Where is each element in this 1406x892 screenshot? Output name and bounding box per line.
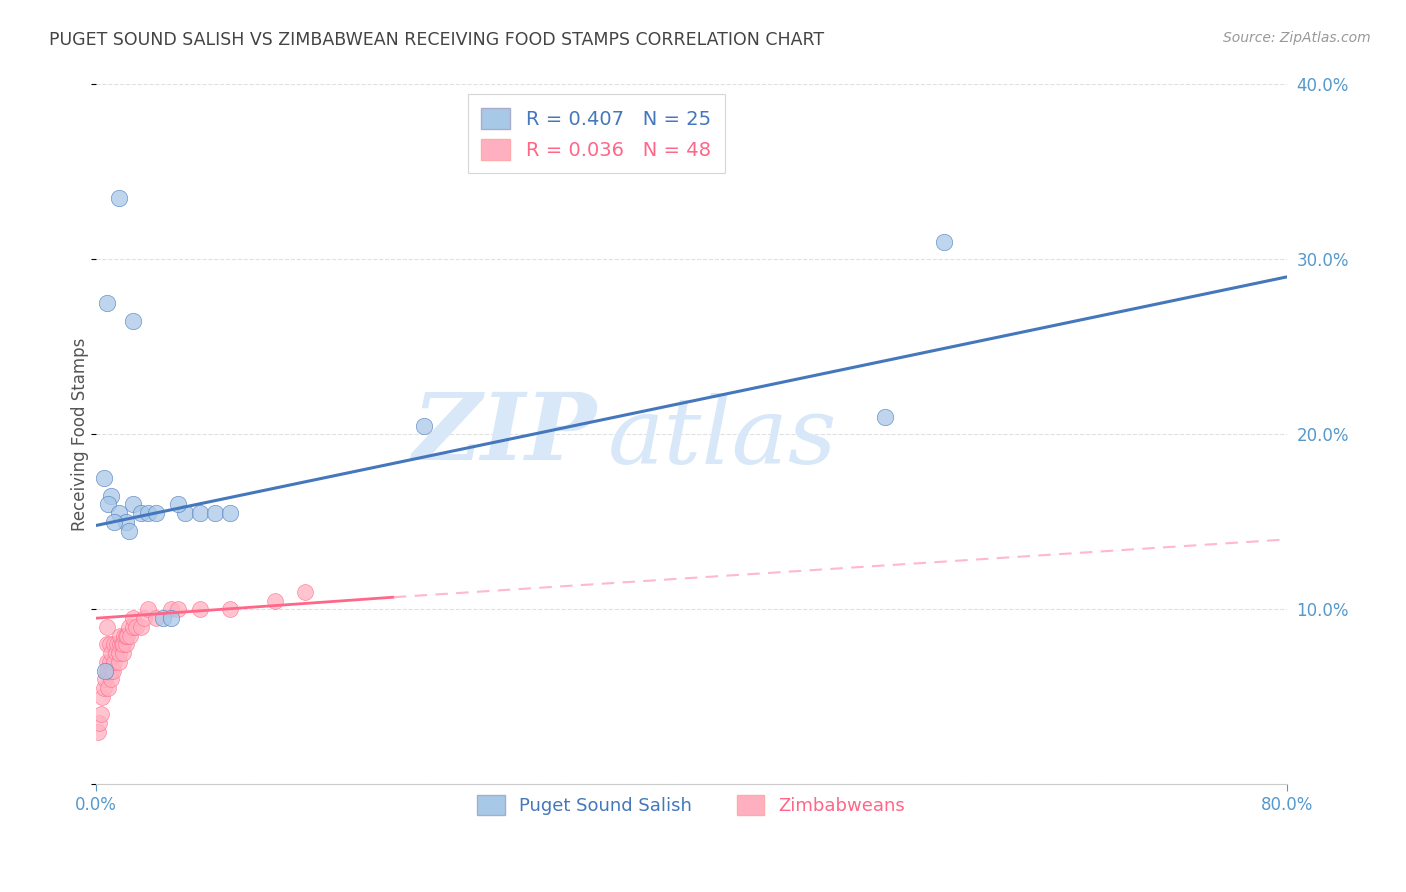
Point <box>89 716 111 731</box>
Point <box>129 620 152 634</box>
Point <box>93 681 115 696</box>
Point <box>107 646 129 660</box>
Point <box>118 620 141 634</box>
Point <box>90 707 112 722</box>
Text: atlas: atlas <box>607 393 838 483</box>
Point <box>204 506 226 520</box>
Point <box>152 611 174 625</box>
Point <box>107 506 129 520</box>
Point <box>107 191 129 205</box>
Point <box>100 489 122 503</box>
Point <box>86 725 108 739</box>
Point <box>110 637 132 651</box>
Text: ZIP: ZIP <box>412 390 596 479</box>
Point <box>96 637 118 651</box>
Point <box>97 681 120 696</box>
Point <box>98 637 121 651</box>
Point <box>111 646 134 660</box>
Point <box>159 602 181 616</box>
Point <box>96 296 118 310</box>
Legend: Puget Sound Salish, Zimbabweans: Puget Sound Salish, Zimbabweans <box>468 787 914 824</box>
Point <box>190 602 212 616</box>
Point <box>101 664 124 678</box>
Point <box>145 506 167 520</box>
Point <box>115 637 138 651</box>
Point <box>122 620 145 634</box>
Point <box>122 314 145 328</box>
Point <box>100 664 122 678</box>
Text: Source: ZipAtlas.com: Source: ZipAtlas.com <box>1223 31 1371 45</box>
Point <box>136 602 159 616</box>
Point <box>111 637 134 651</box>
Text: PUGET SOUND SALISH VS ZIMBABWEAN RECEIVING FOOD STAMPS CORRELATION CHART: PUGET SOUND SALISH VS ZIMBABWEAN RECEIVI… <box>49 31 824 49</box>
Point <box>120 629 142 643</box>
Point <box>94 673 117 687</box>
Point <box>107 655 129 669</box>
Point <box>412 418 434 433</box>
Point <box>104 646 127 660</box>
Point <box>93 471 115 485</box>
Point <box>219 602 242 616</box>
Point <box>105 637 128 651</box>
Point <box>96 620 118 634</box>
Point <box>108 637 131 651</box>
Point <box>96 664 118 678</box>
Point <box>219 506 242 520</box>
Point <box>145 611 167 625</box>
Point <box>98 655 121 669</box>
Point <box>103 655 125 669</box>
Y-axis label: Receiving Food Stamps: Receiving Food Stamps <box>72 338 89 531</box>
Point <box>873 409 896 424</box>
Point <box>934 235 956 249</box>
Point <box>159 611 181 625</box>
Point <box>122 611 145 625</box>
Point <box>118 524 141 538</box>
Point <box>103 515 125 529</box>
Point <box>100 673 122 687</box>
Point <box>294 585 316 599</box>
Point <box>115 629 138 643</box>
Point <box>122 498 145 512</box>
Point <box>97 498 120 512</box>
Point <box>94 664 117 678</box>
Point <box>91 690 114 704</box>
Point <box>103 637 125 651</box>
Point <box>136 506 159 520</box>
Point <box>125 620 148 634</box>
Point <box>97 664 120 678</box>
Point <box>117 629 139 643</box>
Point <box>190 506 212 520</box>
Point <box>114 629 136 643</box>
Point <box>129 506 152 520</box>
Point <box>100 646 122 660</box>
Point <box>108 629 131 643</box>
Point <box>167 602 190 616</box>
Point <box>263 593 285 607</box>
Point <box>115 515 138 529</box>
Point <box>174 506 197 520</box>
Point <box>167 498 190 512</box>
Point <box>132 611 155 625</box>
Point <box>96 655 118 669</box>
